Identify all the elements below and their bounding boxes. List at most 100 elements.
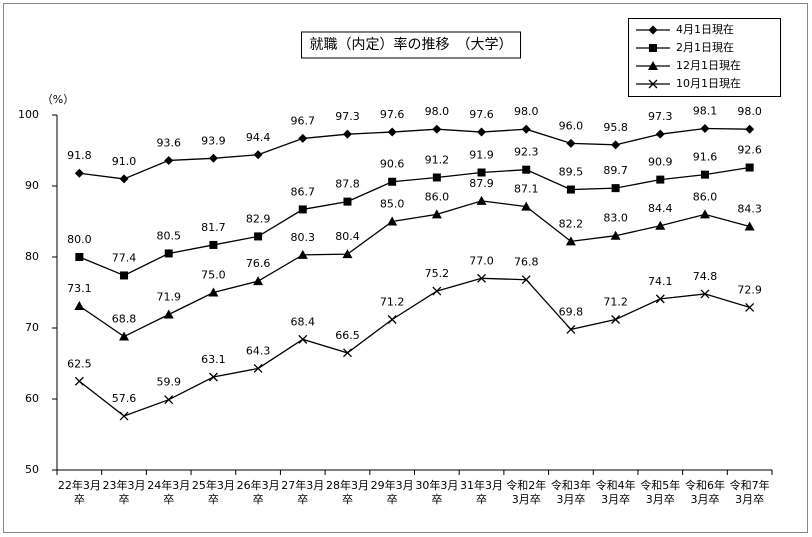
y-tick-label: 60: [25, 392, 39, 405]
marker: [74, 376, 84, 386]
data-label: 75.0: [201, 269, 226, 282]
data-label: 85.0: [380, 198, 405, 211]
marker: [648, 25, 658, 35]
y-tick-label: 100: [18, 108, 39, 121]
data-label: 68.8: [112, 313, 137, 326]
data-label: 91.2: [425, 153, 450, 166]
data-label: 92.3: [514, 146, 539, 159]
marker: [744, 221, 755, 231]
marker: [164, 249, 173, 258]
marker: [521, 201, 532, 211]
data-label: 94.4: [246, 131, 271, 144]
y-tick-label: 90: [25, 179, 39, 192]
marker: [119, 411, 129, 421]
data-label: 86.0: [693, 190, 718, 203]
data-label: 80.5: [156, 229, 181, 242]
data-label: 71.2: [603, 295, 628, 308]
marker: [431, 209, 442, 219]
marker: [521, 124, 531, 134]
marker: [253, 150, 263, 160]
x-tick-label: 令和6年 3月卒: [685, 478, 725, 506]
marker: [655, 294, 665, 304]
data-label: 97.6: [380, 108, 405, 121]
marker: [298, 205, 307, 214]
marker: [164, 395, 174, 405]
data-label: 80.0: [67, 233, 92, 246]
data-label: 80.3: [291, 231, 316, 244]
data-label: 89.5: [559, 166, 584, 179]
marker: [163, 309, 174, 319]
data-label: 57.6: [112, 392, 137, 405]
data-label: 89.7: [603, 164, 628, 177]
data-label: 98.0: [737, 105, 762, 118]
data-label: 63.1: [201, 353, 226, 366]
marker: [74, 300, 85, 310]
marker: [566, 138, 576, 148]
series-line: [79, 127, 750, 180]
data-label: 73.1: [67, 282, 92, 295]
marker: [745, 163, 754, 172]
marker: [699, 209, 710, 219]
marker: [700, 289, 710, 299]
data-label: 81.7: [201, 221, 226, 234]
marker: [209, 240, 218, 249]
marker: [655, 220, 666, 230]
data-label: 86.7: [291, 185, 316, 198]
marker: [611, 315, 621, 324]
marker: [611, 184, 620, 193]
data-label: 76.8: [514, 256, 539, 269]
marker: [610, 230, 621, 240]
data-label: 97.3: [648, 110, 673, 123]
marker: [477, 273, 486, 283]
y-tick-label: 70: [25, 321, 39, 334]
marker: [565, 236, 576, 246]
data-label: 96.7: [291, 114, 316, 127]
x-tick-label: 23年3月卒: [103, 478, 146, 506]
data-label: 90.6: [380, 158, 405, 171]
data-label: 80.4: [335, 230, 360, 243]
marker: [476, 195, 487, 205]
data-label: 93.9: [201, 134, 226, 147]
data-label: 87.8: [335, 178, 360, 191]
marker: [75, 253, 84, 261]
data-label: 77.4: [112, 251, 137, 264]
marker: [388, 177, 397, 186]
legend-label: 2月1日現在: [676, 41, 734, 54]
marker: [700, 123, 710, 133]
marker: [119, 174, 129, 184]
data-label: 87.9: [469, 177, 494, 190]
marker: [387, 216, 398, 226]
marker: [477, 168, 486, 177]
x-tick-label: 令和2年 3月卒: [506, 478, 546, 506]
data-label: 87.1: [514, 183, 539, 196]
data-label: 82.9: [246, 212, 271, 225]
marker: [432, 286, 442, 296]
data-label: 98.0: [514, 105, 539, 118]
legend-label: 12月1日現在: [676, 59, 741, 72]
x-tick-label: 30年3月卒: [415, 478, 458, 506]
marker: [700, 170, 709, 179]
marker: [254, 232, 263, 241]
marker: [522, 165, 531, 174]
y-tick-label: 50: [25, 463, 39, 476]
marker: [208, 287, 219, 297]
marker: [745, 302, 755, 312]
marker: [343, 197, 352, 206]
data-label: 74.8: [693, 270, 718, 283]
data-label: 97.6: [469, 108, 494, 121]
data-label: 64.3: [246, 344, 271, 357]
x-tick-label: 25年3月卒: [192, 478, 235, 506]
marker: [120, 271, 129, 280]
data-label: 92.6: [737, 144, 762, 157]
marker: [253, 364, 263, 373]
data-label: 83.0: [603, 212, 628, 225]
title-box: [301, 31, 521, 59]
data-label: 71.9: [156, 291, 181, 304]
marker: [208, 153, 218, 163]
data-label: 68.4: [291, 315, 316, 328]
marker: [649, 44, 657, 52]
x-tick-label: 令和7年 3月卒: [730, 478, 770, 506]
series-line: [78, 200, 750, 338]
marker: [477, 127, 487, 137]
marker: [387, 315, 397, 324]
